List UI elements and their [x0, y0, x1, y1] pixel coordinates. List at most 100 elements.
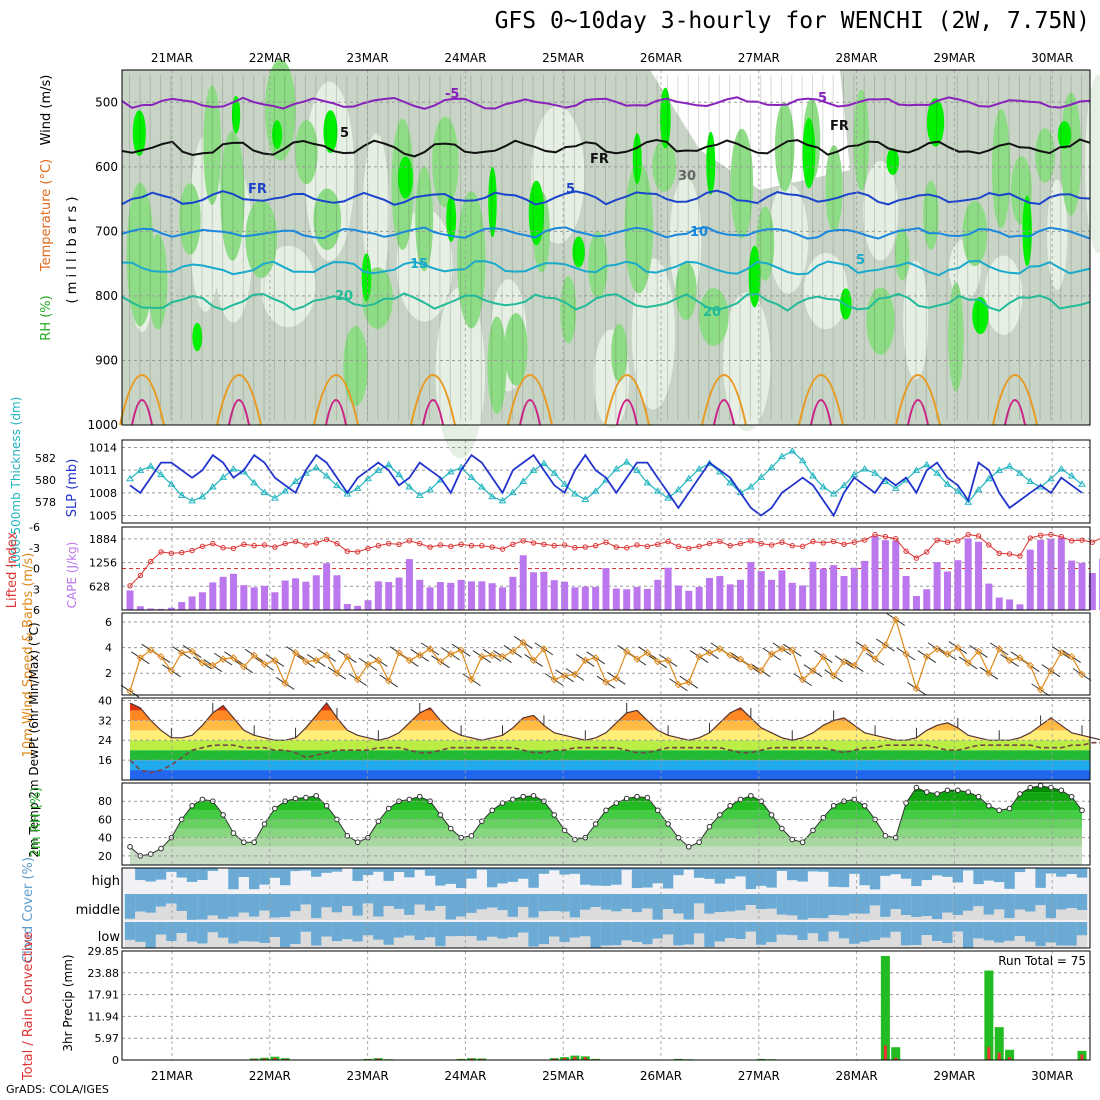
rh-marker [437, 812, 444, 818]
cloud-cover-bar [911, 868, 922, 887]
cloud-clear-bar [1045, 942, 1057, 948]
rh-moist-cell [245, 199, 278, 278]
rh-marker [1006, 805, 1013, 812]
cape-bar [126, 590, 134, 610]
cloud-cover-bar [818, 922, 829, 942]
cloud-cover-bar [238, 894, 250, 913]
cape-bar [664, 567, 672, 610]
wind-marker [1078, 670, 1086, 679]
precip-convective-bar [563, 1057, 567, 1060]
cloud-cover-bar [1076, 894, 1088, 911]
wind-barb-column [1081, 75, 1082, 420]
precip-convective-bar [883, 1045, 887, 1060]
cloud-cover-bar [569, 868, 581, 874]
cape-bar [209, 582, 217, 610]
rh-marker [913, 784, 920, 791]
date-label-bottom: 24MAR [444, 1069, 486, 1083]
cloud-clear-bar [352, 915, 363, 920]
cloud-cover-bar [931, 868, 943, 876]
wind-axis-title: Wind (m/s) [39, 75, 54, 146]
cape-bar [954, 560, 962, 610]
cloud-clear-bar [1004, 940, 1015, 948]
cloud-cover-bar [859, 868, 870, 886]
precip-axis-title: 3hr Precip (mm) [61, 954, 75, 1051]
cloud-cover-bar [435, 894, 446, 907]
cloud-cover-bar [973, 868, 984, 885]
cloud-axis-title: Cloud Cover (%) [21, 857, 36, 963]
cloud-cover-bar [621, 894, 632, 909]
lifted-marker [603, 539, 609, 545]
cloud-clear-bar [580, 909, 591, 920]
cloud-cover-bar [373, 922, 384, 940]
temperature-axis-title: Temperature (°C) [39, 159, 54, 272]
wind-barb-column [936, 75, 938, 420]
wind-barb-column [905, 75, 907, 420]
rh-moist-cell [1035, 128, 1056, 183]
rh-marker [406, 796, 413, 803]
precip-total-bar [1005, 1049, 1015, 1060]
wind-barb-column [832, 75, 834, 420]
cloud-clear-bar [248, 941, 260, 948]
cloud-clear-bar [569, 937, 581, 948]
cloud-cover-bar [248, 868, 260, 890]
wind-barb-column [491, 75, 493, 420]
wind-marker [716, 645, 724, 653]
cloud-clear-bar [962, 910, 974, 920]
cloud-clear-bar [290, 944, 301, 948]
cloud-cover-bar [849, 922, 860, 944]
cloud-clear-bar [693, 933, 705, 948]
cloud-clear-bar [818, 918, 829, 920]
rh-moist-cell [220, 131, 245, 261]
cloud-cover-bar [518, 868, 529, 879]
cloud-clear-bar [124, 939, 136, 948]
cloud-cover-bar [776, 868, 788, 871]
wind-marker [343, 652, 352, 661]
precip-convective-bar [1008, 1057, 1012, 1060]
wind-tick-label: 6 [105, 616, 112, 629]
wind-barb-column [542, 75, 544, 420]
cloud-cover-bar [756, 922, 767, 945]
cloud-clear-bar [217, 918, 229, 920]
cloud-clear-bar [424, 937, 436, 948]
thickness-marker [943, 480, 952, 487]
thickness-marker [798, 456, 807, 464]
cloud-clear-bar [331, 941, 343, 948]
wind-barb-column [129, 75, 130, 420]
thickness-marker [726, 478, 735, 486]
cloud-clear-bar [973, 938, 984, 948]
cloud-clear-bar [238, 912, 250, 920]
cloud-cover-bar [745, 922, 757, 932]
cloud-cover-bar [962, 922, 974, 948]
rh-marker [520, 793, 527, 800]
isotherm-warm [895, 374, 941, 426]
isotherm-label: 5 [566, 182, 575, 197]
cloud-clear-bar [135, 941, 146, 948]
cloud-clear-bar [321, 907, 332, 920]
cape-bar [281, 580, 289, 610]
cloud-clear-bar [1076, 935, 1088, 948]
cape-bar [943, 571, 951, 610]
cloud-cover-bar [590, 922, 601, 948]
cloud-clear-bar [414, 904, 425, 920]
cloud-clear-bar [652, 938, 663, 948]
thickness-marker [281, 487, 290, 494]
thickness-marker [426, 485, 434, 493]
rh-marker [1058, 787, 1065, 794]
cloud-cover-bar [673, 868, 684, 876]
thickness-marker [353, 484, 362, 491]
wind-marker [333, 669, 341, 677]
rh-marker [261, 821, 268, 827]
cloud-cover-bar [228, 922, 239, 944]
cloud-clear-bar [994, 942, 1005, 948]
cape-bar [830, 565, 838, 610]
cloud-cover-bar [342, 894, 353, 907]
cape-bar [395, 577, 403, 610]
precip-convective-bar [552, 1058, 556, 1060]
cloud-cover-bar [455, 922, 467, 937]
wind-barb-column [480, 75, 482, 420]
cloud-clear-bar [590, 907, 601, 920]
wind-barb-column [398, 75, 400, 420]
cloud-cover-bar [1045, 922, 1057, 943]
cloud-cover-bar [352, 894, 363, 916]
wind-marker [488, 651, 496, 659]
